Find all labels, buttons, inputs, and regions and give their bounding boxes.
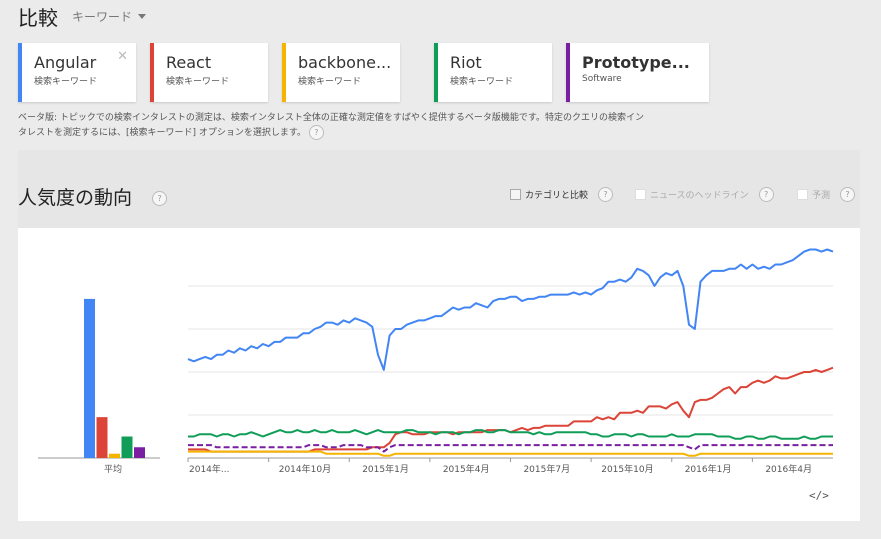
checkbox[interactable] bbox=[510, 189, 521, 200]
section-title-text: 人気度の動向 bbox=[18, 187, 133, 209]
term-color-bar bbox=[434, 43, 438, 102]
term-color-bar bbox=[18, 43, 22, 102]
option-news-headlines[interactable]: ニュースのヘッドライン ? bbox=[635, 187, 774, 202]
x-tick-label: 2015年10月 bbox=[601, 463, 653, 475]
series-line bbox=[188, 429, 833, 440]
x-tick-label: 2016年4月 bbox=[765, 463, 812, 475]
keyword-dropdown[interactable]: キーワード bbox=[72, 8, 147, 25]
x-tick-label: 2014年10月 bbox=[279, 463, 331, 475]
term-card-backbone[interactable]: backbone... 検索キーワード bbox=[282, 43, 400, 102]
term-type: 検索キーワード bbox=[450, 77, 514, 87]
chevron-down-icon bbox=[138, 14, 147, 19]
series-line bbox=[188, 444, 833, 453]
checkbox[interactable] bbox=[635, 189, 646, 200]
x-tick-label: 2015年1月 bbox=[362, 463, 409, 475]
term-name: Riot bbox=[450, 53, 482, 72]
term-name: backbone... bbox=[298, 53, 392, 72]
section-header-bg bbox=[18, 150, 860, 230]
embed-code-icon[interactable]: </> bbox=[809, 489, 829, 502]
x-tick-label: 2015年4月 bbox=[443, 463, 490, 475]
x-tick-label: 2015年7月 bbox=[523, 463, 570, 475]
average-label: 平均 bbox=[104, 463, 122, 475]
term-color-bar bbox=[282, 43, 286, 102]
beta-note-line: ベータ版: トピックでの検索インタレストの測定は、検索インタレスト全体の正確な測… bbox=[18, 113, 644, 123]
average-bar bbox=[121, 436, 133, 458]
term-name: Prototype... bbox=[582, 53, 690, 72]
term-color-bar bbox=[150, 43, 154, 102]
trend-chart: 平均 2014年... 2014年10月 2015年1月 2015年4月 2015年7月 2… bbox=[38, 248, 834, 475]
term-type: 検索キーワード bbox=[166, 77, 230, 87]
option-forecast[interactable]: 予測 ? bbox=[797, 187, 856, 202]
x-tick-label: 2014年... bbox=[189, 463, 230, 475]
term-card-angular[interactable]: Angular 検索キーワード ✕ bbox=[18, 43, 136, 102]
term-type: 検索キーワード bbox=[34, 77, 98, 87]
series-line bbox=[187, 248, 834, 371]
beta-note-line: タレストを測定するには、[検索キーワード] オプションを選択します。 bbox=[18, 128, 306, 138]
option-compare-category[interactable]: カテゴリと比較 ? bbox=[510, 187, 614, 202]
series-line bbox=[188, 450, 833, 457]
beta-note: ベータ版: トピックでの検索インタレストの測定は、検索インタレスト全体の正確な測… bbox=[18, 111, 718, 140]
help-icon[interactable]: ? bbox=[308, 125, 324, 140]
term-name: React bbox=[166, 53, 212, 72]
option-label: ニュースのヘッドライン bbox=[650, 191, 749, 201]
help-icon[interactable]: ? bbox=[840, 187, 856, 202]
option-label: 予測 bbox=[812, 191, 831, 201]
checkbox[interactable] bbox=[797, 189, 808, 200]
help-icon[interactable]: ? bbox=[152, 191, 168, 206]
page-title: 比較 bbox=[18, 6, 58, 30]
term-name: Angular bbox=[34, 53, 97, 72]
term-type: Software bbox=[582, 74, 622, 84]
average-bar bbox=[96, 417, 108, 458]
keyword-dropdown-label: キーワード bbox=[72, 10, 133, 24]
term-card-riot[interactable]: Riot 検索キーワード bbox=[434, 43, 552, 102]
x-tick-label: 2016年1月 bbox=[685, 463, 732, 475]
average-bar bbox=[109, 453, 120, 458]
help-icon[interactable]: ? bbox=[758, 187, 774, 202]
option-label: カテゴリと比較 bbox=[525, 191, 589, 201]
chart-panel: 平均 2014年... 2014年10月 2015年1月 2015年4月 2015年7月 2… bbox=[18, 228, 860, 521]
term-card-react[interactable]: React 検索キーワード bbox=[150, 43, 268, 102]
term-card-prototype[interactable]: Prototype... Software bbox=[566, 43, 709, 102]
close-icon[interactable]: ✕ bbox=[117, 49, 128, 64]
average-bar bbox=[84, 298, 95, 458]
term-color-bar bbox=[566, 43, 570, 102]
term-type: 検索キーワード bbox=[298, 77, 362, 87]
section-title: 人気度の動向 ? bbox=[18, 183, 168, 210]
average-bar bbox=[134, 447, 145, 458]
help-icon[interactable]: ? bbox=[598, 187, 614, 202]
